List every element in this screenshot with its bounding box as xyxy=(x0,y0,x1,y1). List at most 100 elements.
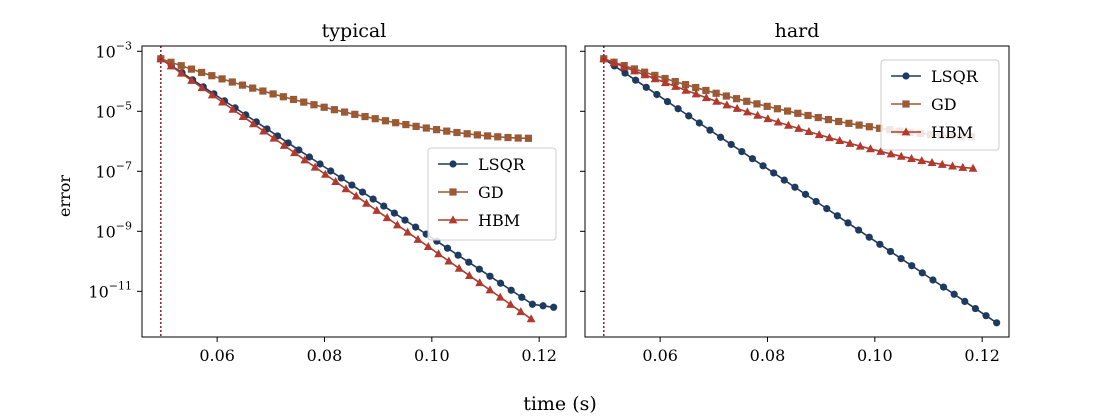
data-point xyxy=(412,122,420,130)
data-point xyxy=(310,101,318,109)
data-point xyxy=(320,103,328,111)
data-point xyxy=(619,62,629,71)
data-point xyxy=(259,126,269,135)
legend-entry-hbm: HBM xyxy=(891,123,973,142)
y-tick-base: 10 xyxy=(88,282,108,301)
data-point xyxy=(835,117,843,126)
data-point xyxy=(284,139,292,147)
data-point xyxy=(814,130,824,139)
data-point xyxy=(269,133,279,142)
data-point xyxy=(392,220,402,229)
data-point xyxy=(381,117,390,125)
data-point xyxy=(249,84,257,92)
data-point xyxy=(465,258,473,266)
data-point xyxy=(706,126,714,134)
data-point xyxy=(886,247,895,256)
data-point xyxy=(295,146,303,154)
data-point xyxy=(443,244,452,252)
data-point xyxy=(392,119,400,127)
data-point xyxy=(716,133,725,141)
data-point xyxy=(506,299,515,308)
data-point xyxy=(507,286,515,294)
data-point xyxy=(528,300,537,308)
data-point xyxy=(218,97,227,106)
data-point xyxy=(650,74,660,83)
data-point xyxy=(907,153,916,162)
data-point xyxy=(804,111,812,120)
data-point xyxy=(248,119,258,128)
data-point xyxy=(824,115,833,124)
data-point xyxy=(361,112,369,121)
data-point xyxy=(640,70,650,79)
data-point xyxy=(855,121,863,129)
data-point xyxy=(784,107,792,115)
legend-label: GD xyxy=(931,95,957,114)
data-point xyxy=(463,130,471,138)
data-point xyxy=(475,278,485,287)
data-point xyxy=(845,138,855,147)
data-point xyxy=(908,262,916,270)
data-point xyxy=(794,123,804,132)
legend-entry-lsqr: LSQR xyxy=(891,67,979,86)
data-point xyxy=(486,272,494,280)
shared-x-axis-label: time (s) xyxy=(523,393,597,415)
data-point xyxy=(238,81,247,89)
data-point xyxy=(732,103,742,112)
data-point xyxy=(176,68,186,77)
data-point xyxy=(279,140,289,149)
data-point xyxy=(300,98,308,106)
data-point xyxy=(691,89,701,98)
data-point xyxy=(348,181,356,189)
data-point xyxy=(732,95,741,103)
data-point xyxy=(228,104,238,113)
y-tick-label: 10−11 xyxy=(88,279,132,301)
legend-marker xyxy=(901,127,911,136)
y-tick-base: 10 xyxy=(95,102,115,121)
legend: LSQR GD HBM xyxy=(427,147,557,241)
data-point xyxy=(550,303,558,311)
data-point xyxy=(630,66,639,75)
data-point xyxy=(310,162,320,171)
data-point xyxy=(423,242,433,251)
y-tick-base: 10 xyxy=(95,222,115,241)
x-tick-label: 0.10 xyxy=(857,346,893,365)
series-lsqr xyxy=(600,55,1001,327)
data-point xyxy=(412,223,420,231)
x-tick-label: 0.06 xyxy=(642,346,678,365)
data-point xyxy=(382,213,392,222)
y-tick-exponent: −9 xyxy=(116,219,132,232)
data-point xyxy=(358,188,367,196)
data-point xyxy=(865,123,873,131)
data-point xyxy=(402,120,410,129)
data-point xyxy=(422,124,430,132)
y-tick-label: 10−5 xyxy=(95,99,132,121)
data-point xyxy=(316,160,324,168)
data-point xyxy=(961,297,969,306)
data-point xyxy=(784,120,793,129)
data-point xyxy=(759,162,767,170)
data-point xyxy=(929,276,937,284)
legend-box xyxy=(880,59,1000,151)
y-tick-exponent: −5 xyxy=(116,99,132,112)
data-point xyxy=(855,226,863,234)
data-point xyxy=(968,163,978,172)
data-point xyxy=(228,78,236,86)
data-point xyxy=(496,279,505,287)
data-point xyxy=(753,110,763,119)
y-tick-label: 10−3 xyxy=(95,39,132,61)
data-point xyxy=(727,140,735,149)
data-point xyxy=(763,102,771,110)
x-tick-label: 0.08 xyxy=(307,346,343,365)
data-point xyxy=(896,151,906,160)
data-point xyxy=(743,97,751,105)
data-point xyxy=(621,69,629,77)
data-point xyxy=(692,83,700,92)
data-point xyxy=(320,169,330,178)
data-point xyxy=(494,133,502,141)
data-point xyxy=(855,141,865,150)
data-point xyxy=(742,107,752,116)
legend-entry-lsqr: LSQR xyxy=(438,155,526,174)
data-point xyxy=(948,161,957,170)
data-point xyxy=(865,233,873,241)
